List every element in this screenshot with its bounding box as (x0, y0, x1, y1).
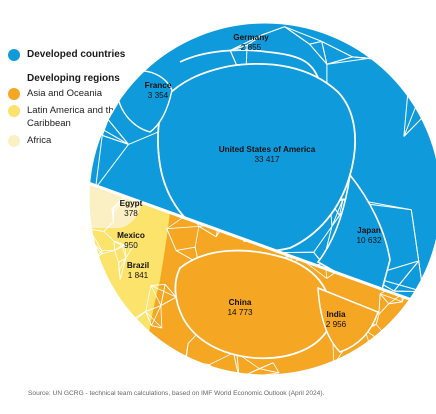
asia-swatch-icon (8, 88, 20, 100)
legend: Developed countries Developing regions A… (8, 48, 148, 151)
cell-value-mexico: 950 (124, 241, 138, 250)
cell-name-mexico: Mexico (117, 231, 145, 240)
cell-value-china: 14 773 (227, 308, 252, 317)
cell-value-france: 3 354 (148, 91, 169, 100)
legend-label-latam: Latin America and the Caribbean (27, 105, 119, 129)
legend-heading-developing: Developing regions (27, 73, 120, 84)
latam-swatch-icon (8, 105, 20, 117)
cell-name-germany: Germany (233, 33, 269, 42)
usa-cell (157, 63, 356, 253)
developed-developing-divider (89, 178, 413, 302)
cell-value-brazil: 1 841 (128, 271, 149, 280)
cell-name-india: India (326, 310, 346, 319)
source-note: Source: UN GCRG - technical team calcula… (28, 390, 325, 397)
legend-item-developed: Developed countries (8, 48, 148, 61)
chart-outline (88, 22, 436, 376)
cell-value-egypt: 378 (124, 209, 138, 218)
india-cell (317, 286, 379, 353)
legend-label-africa: Africa (27, 135, 52, 146)
cell-name-egypt: Egypt (120, 199, 143, 208)
developed-swatch-icon (8, 49, 20, 61)
legend-label-asia: Asia and Oceania (27, 88, 102, 99)
cell-name-china: China (229, 298, 252, 307)
cell-value-india: 2 956 (326, 320, 347, 329)
china-cell (174, 249, 332, 360)
cell-name-brazil: Brazil (127, 261, 149, 270)
legend-item-latam: Latin America and the Caribbean (8, 104, 148, 130)
cell-name-united-states-of-america: United States of America (219, 145, 316, 154)
africa-swatch-icon (8, 135, 20, 147)
africa-region (89, 180, 142, 228)
cell-name-japan: Japan (357, 226, 381, 235)
legend-item-asia: Asia and Oceania (8, 87, 148, 100)
cell-value-united-states-of-america: 33 417 (254, 155, 279, 164)
legend-item-africa: Africa (8, 134, 148, 147)
cell-name-france: France (145, 81, 172, 90)
cell-value-germany: 2 855 (241, 43, 262, 52)
legend-label-developed: Developed countries (27, 49, 126, 60)
cell-value-japan: 10 632 (356, 236, 381, 245)
france-cell (117, 70, 173, 133)
